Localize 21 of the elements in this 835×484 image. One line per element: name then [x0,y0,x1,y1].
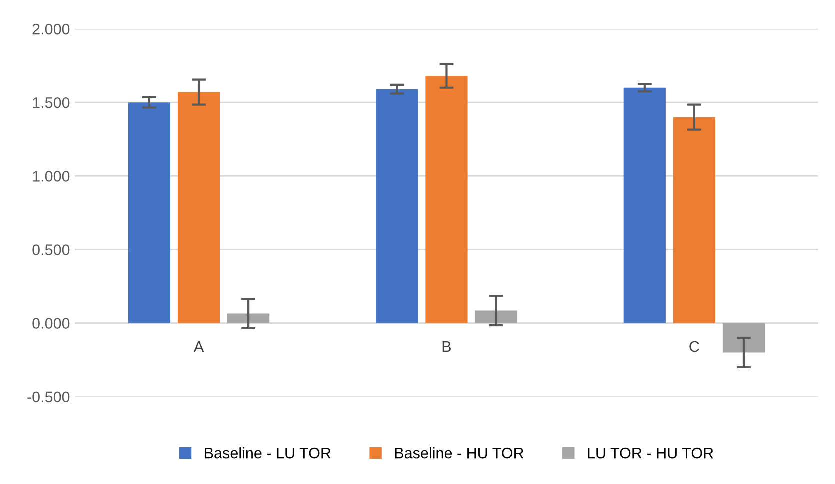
bar [178,92,220,324]
bar [624,88,666,324]
y-tick-label: 0.000 [32,318,70,329]
legend-label: Baseline - HU TOR [395,447,524,459]
bar [673,117,716,324]
bar [722,323,766,353]
bar [426,76,468,324]
y-tick-label: -0.500 [28,392,70,403]
y-tick-label: 2.000 [32,24,70,35]
y-tick-label: 1.500 [33,97,70,108]
x-tick-label: B [442,342,452,352]
y-tick-label: 1.000 [33,171,70,182]
x-tick-label: A [194,342,204,352]
y-tick-label: 0.500 [32,244,70,256]
legend-label: Baseline - LU TOR [205,447,331,459]
bar [475,310,518,324]
bar [128,102,171,324]
bar [376,89,418,324]
x-tick-label: C [690,341,700,352]
bar [227,314,270,324]
legend-label: LU TOR - HU TOR [588,448,714,459]
